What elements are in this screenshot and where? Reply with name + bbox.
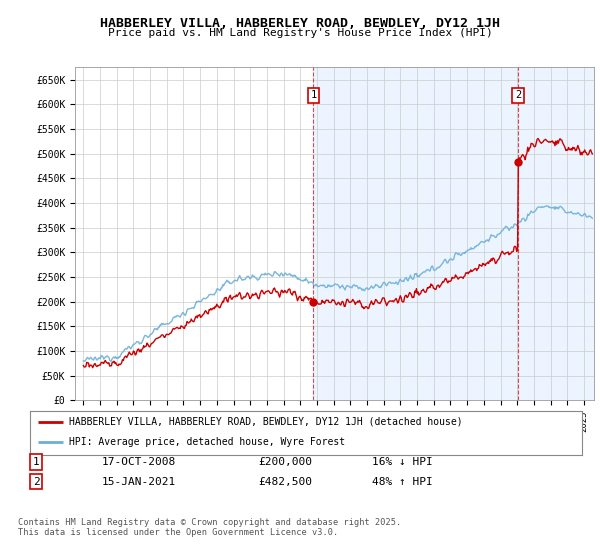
Text: 2: 2 (32, 477, 40, 487)
Text: £200,000: £200,000 (258, 457, 312, 467)
Text: HABBERLEY VILLA, HABBERLEY ROAD, BEWDLEY, DY12 1JH: HABBERLEY VILLA, HABBERLEY ROAD, BEWDLEY… (100, 17, 500, 30)
Text: Price paid vs. HM Land Registry's House Price Index (HPI): Price paid vs. HM Land Registry's House … (107, 28, 493, 38)
Text: 17-OCT-2008: 17-OCT-2008 (102, 457, 176, 467)
Text: 2: 2 (515, 90, 521, 100)
Text: HABBERLEY VILLA, HABBERLEY ROAD, BEWDLEY, DY12 1JH (detached house): HABBERLEY VILLA, HABBERLEY ROAD, BEWDLEY… (68, 417, 462, 427)
Text: 48% ↑ HPI: 48% ↑ HPI (372, 477, 433, 487)
Text: 15-JAN-2021: 15-JAN-2021 (102, 477, 176, 487)
Text: 1: 1 (32, 457, 40, 467)
Text: 1: 1 (310, 90, 317, 100)
Text: Contains HM Land Registry data © Crown copyright and database right 2025.
This d: Contains HM Land Registry data © Crown c… (18, 518, 401, 538)
Text: £482,500: £482,500 (258, 477, 312, 487)
Bar (313, 67, 594, 400)
Text: 16% ↓ HPI: 16% ↓ HPI (372, 457, 433, 467)
Text: HPI: Average price, detached house, Wyre Forest: HPI: Average price, detached house, Wyre… (68, 437, 345, 447)
